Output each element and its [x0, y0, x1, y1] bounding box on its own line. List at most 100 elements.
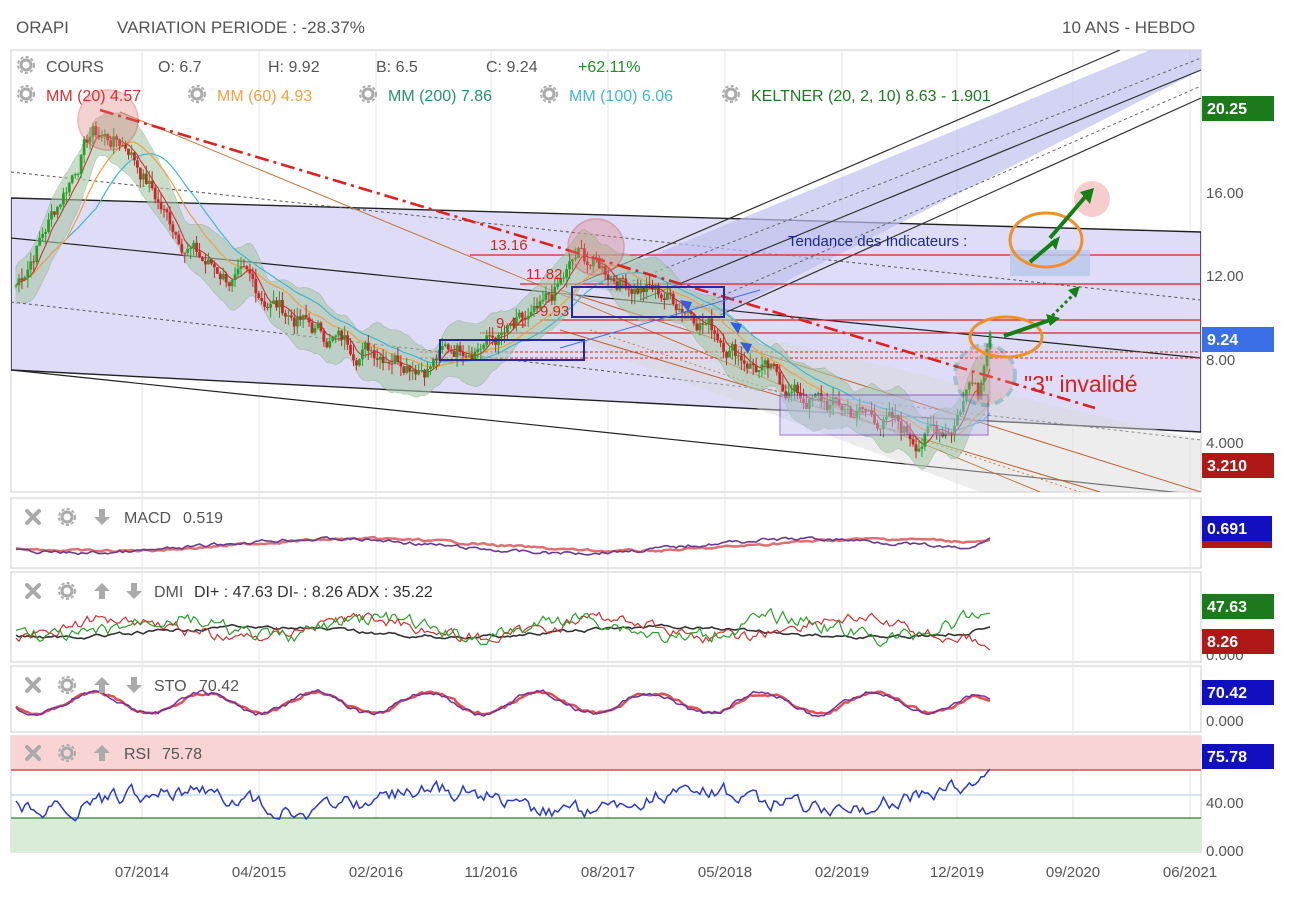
x-axis: 07/2014 04/2015 02/2016 11/2016 08/2017 05/20…: [115, 864, 1217, 881]
price-candles: [14, 121, 992, 459]
green-arrow-dotted-head: [1068, 286, 1080, 298]
candle-body: [153, 188, 157, 200]
rsi-tick-40: 40.00: [1206, 795, 1244, 812]
candle-body: [458, 345, 462, 352]
candle-body: [115, 136, 119, 140]
candle-body: [479, 348, 483, 350]
candle-body: [787, 392, 791, 399]
candle-body: [689, 310, 693, 314]
candle-body: [547, 293, 551, 295]
green-arrow-2: [1048, 194, 1088, 240]
candle-body: [408, 366, 412, 372]
candle-body: [636, 288, 640, 294]
candle-body: [657, 285, 660, 295]
candle-body: [908, 432, 912, 440]
candle-body: [796, 384, 799, 394]
candle-body: [144, 173, 148, 185]
candle-body: [802, 398, 805, 403]
rsi-overbought-zone: [11, 736, 1201, 770]
price-tick-4: 4.000: [1206, 435, 1244, 452]
candle-body: [843, 409, 847, 411]
candle-body: [600, 265, 604, 269]
svg-text:70.42: 70.42: [1207, 685, 1247, 702]
candle-body: [141, 173, 145, 180]
x-tick-5: 05/2018: [698, 864, 752, 881]
candle-body: [23, 277, 27, 281]
rising-channel-lower: [719, 97, 1201, 316]
candle-body: [503, 332, 506, 334]
candle-body: [772, 363, 776, 365]
candle-body: [964, 389, 968, 401]
candle-body: [621, 277, 625, 279]
candle-body: [822, 400, 826, 402]
price-tick-8: 8.00: [1206, 352, 1235, 369]
candle-body: [852, 416, 856, 418]
candle-body: [704, 324, 708, 326]
candle-body: [162, 209, 166, 211]
candle-body: [529, 311, 533, 317]
candle-body: [257, 293, 261, 299]
cours-label: COURS: [46, 59, 104, 76]
candle-body: [846, 408, 850, 410]
candle-body: [580, 248, 583, 250]
candle-body: [532, 305, 536, 312]
candle-body: [855, 410, 859, 418]
candle-body: [343, 335, 347, 340]
dmi-pill-plus: 47.63: [1202, 594, 1274, 619]
candle-body: [245, 266, 249, 270]
blue-arrow-3: [740, 342, 752, 354]
candle-body: [334, 335, 338, 338]
green-arrow-3: [1003, 318, 1051, 338]
candle-body: [665, 292, 669, 300]
candle-body: [263, 301, 267, 307]
candle-body: [337, 330, 341, 336]
candle-body: [585, 261, 589, 266]
candle-body: [443, 344, 447, 347]
orange-ellipse-1: [1008, 211, 1084, 269]
rising-channel-upper: [574, 50, 1121, 286]
sto-panel: [10, 665, 1202, 733]
candle-body: [449, 349, 453, 352]
sto-label: STO: [154, 678, 187, 695]
dmi-pill-minus: 8.26: [1202, 629, 1274, 654]
candle-body: [67, 182, 71, 193]
indicator-label-1: MM (60) 4.93: [217, 88, 312, 105]
candle-body: [417, 371, 421, 375]
candle-body: [713, 330, 717, 334]
candle-body: [121, 144, 124, 146]
candle-body: [319, 322, 323, 332]
candle-body: [47, 219, 50, 233]
candle-body: [180, 244, 184, 253]
red-dashdot-trend: [99, 108, 1096, 410]
candle-body: [985, 349, 989, 366]
candle-body: [266, 306, 270, 308]
candle-body: [905, 426, 909, 433]
rising-channel-dotted-1: [609, 57, 1201, 291]
candle-body: [716, 333, 720, 341]
candle-body: [725, 351, 728, 358]
ma60-line: [15, 141, 991, 436]
candle-body: [976, 383, 980, 400]
candle-body: [884, 416, 888, 420]
green-arrow-2-head: [1080, 188, 1094, 204]
period-label: 10 ANS - HEBDO: [1062, 18, 1196, 37]
candle-body: [204, 261, 207, 265]
candle-body: [488, 335, 492, 337]
candle-body: [189, 248, 193, 250]
candle-body: [757, 370, 761, 373]
candle-body: [360, 349, 364, 360]
candle-body: [603, 265, 607, 275]
candle-body: [310, 322, 314, 333]
candle-body: [195, 242, 198, 252]
candle-body: [59, 204, 62, 207]
candle-body: [541, 299, 545, 302]
candle-body: [813, 394, 817, 398]
candle-body: [556, 283, 560, 287]
svg-text:20.25: 20.25: [1207, 101, 1247, 118]
low-value: B: 6.5: [376, 59, 418, 76]
candle-body: [627, 288, 631, 290]
candle-body: [778, 372, 782, 385]
candle-body: [440, 346, 444, 350]
candle-body: [769, 363, 773, 369]
